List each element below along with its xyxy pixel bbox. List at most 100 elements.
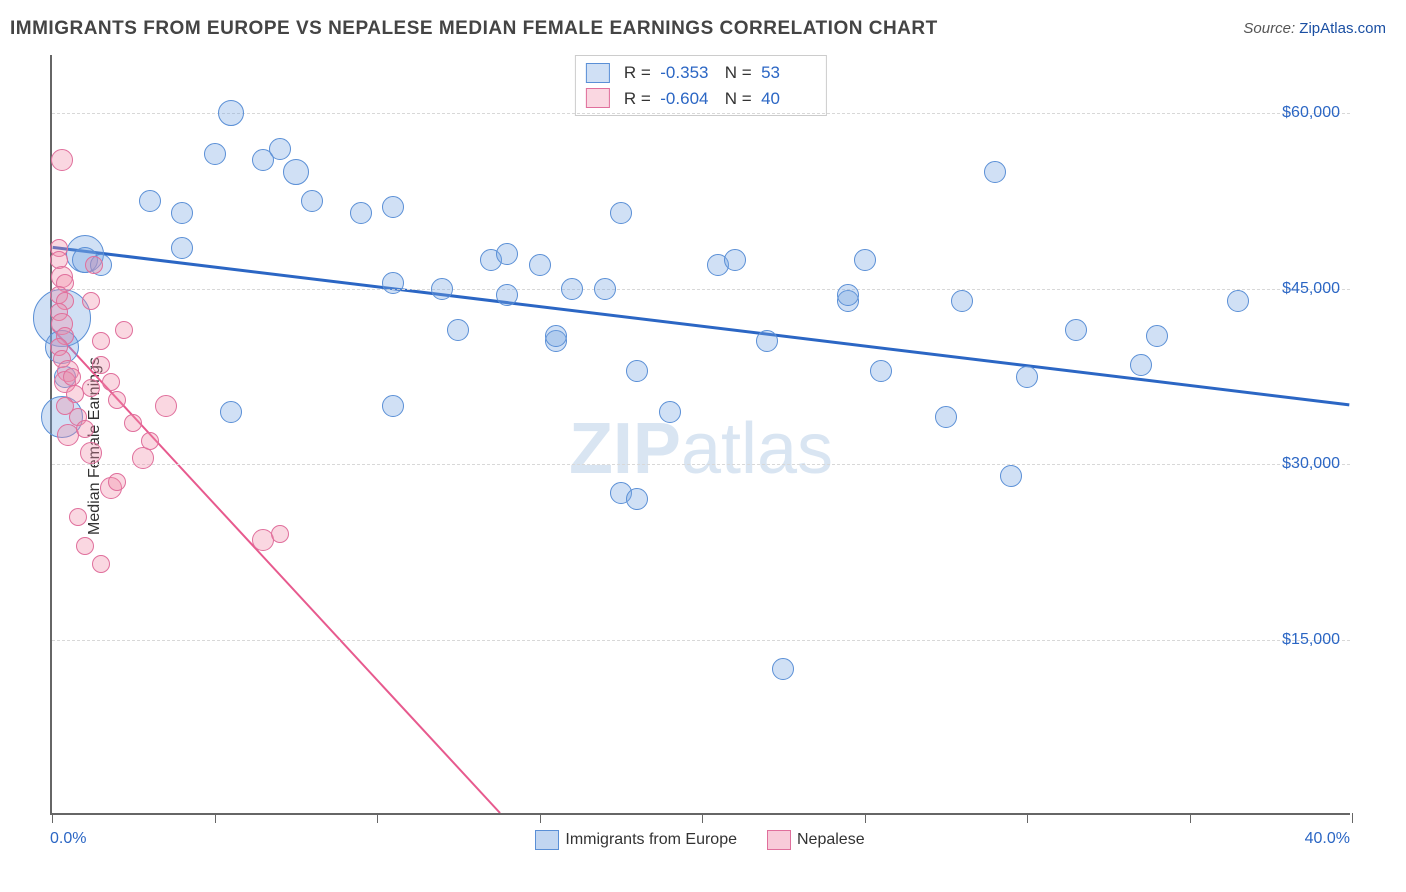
x-tick [702, 813, 703, 823]
gridline [52, 640, 1350, 641]
data-point [431, 278, 453, 300]
data-point [141, 432, 159, 450]
stats-row: R = -0.353 N = 53 [586, 60, 816, 86]
y-tick-label: $45,000 [1282, 280, 1340, 298]
bottom-legend: Immigrants from Europe Nepalese [50, 830, 1350, 850]
data-point [269, 138, 291, 160]
x-tick [1352, 813, 1353, 823]
data-point [951, 290, 973, 312]
data-point [92, 332, 110, 350]
data-point [382, 196, 404, 218]
data-point [626, 360, 648, 382]
data-point [382, 272, 404, 294]
data-point [171, 202, 193, 224]
data-point [108, 473, 126, 491]
data-point [496, 284, 518, 306]
data-point [92, 356, 110, 374]
data-point [218, 100, 244, 126]
data-point [171, 237, 193, 259]
data-point [594, 278, 616, 300]
data-point [139, 190, 161, 212]
x-tick [865, 813, 866, 823]
y-tick-label: $30,000 [1282, 455, 1340, 473]
data-point [870, 360, 892, 382]
data-point [80, 442, 102, 464]
plot-area: ZIPatlas R = -0.353 N = 53R = -0.604 N =… [50, 55, 1350, 815]
gridline [52, 113, 1350, 114]
data-point [283, 159, 309, 185]
data-point [63, 368, 81, 386]
chart-container: IMMIGRANTS FROM EUROPE VS NEPALESE MEDIA… [0, 0, 1406, 892]
y-tick-label: $60,000 [1282, 104, 1340, 122]
data-point [102, 373, 120, 391]
data-point [854, 249, 876, 271]
chart-title: IMMIGRANTS FROM EUROPE VS NEPALESE MEDIA… [10, 18, 938, 40]
data-point [1000, 465, 1022, 487]
data-point [301, 190, 323, 212]
source-value: ZipAtlas.com [1299, 20, 1386, 37]
legend-swatch [535, 830, 559, 850]
data-point [85, 256, 103, 274]
legend-swatch [767, 830, 791, 850]
data-point [82, 292, 100, 310]
legend-label: Nepalese [797, 831, 865, 848]
gridline [52, 289, 1350, 290]
data-point [496, 243, 518, 265]
data-point [82, 379, 100, 397]
y-tick-label: $15,000 [1282, 631, 1340, 649]
x-tick [377, 813, 378, 823]
data-point [271, 525, 289, 543]
x-tick [1027, 813, 1028, 823]
x-tick [1190, 813, 1191, 823]
data-point [76, 537, 94, 555]
data-point [545, 325, 567, 347]
data-point [382, 395, 404, 417]
legend-label: Immigrants from Europe [565, 831, 737, 848]
trend-line-extrapolated [299, 595, 702, 813]
data-point [1146, 325, 1168, 347]
data-point [1130, 354, 1152, 376]
x-tick [215, 813, 216, 823]
correlation-stats-box: R = -0.353 N = 53R = -0.604 N = 40 [575, 55, 827, 116]
data-point [69, 508, 87, 526]
data-point [51, 149, 73, 171]
data-point [1016, 366, 1038, 388]
data-point [837, 284, 859, 306]
data-point [626, 488, 648, 510]
stats-text: R = -0.604 N = 40 [624, 86, 816, 112]
data-point [124, 414, 142, 432]
source-label: Source: [1243, 20, 1295, 37]
data-point [561, 278, 583, 300]
series-swatch [586, 63, 610, 83]
source-attribution: Source: ZipAtlas.com [1243, 20, 1386, 37]
data-point [724, 249, 746, 271]
data-point [529, 254, 551, 276]
data-point [92, 555, 110, 573]
data-point [115, 321, 133, 339]
series-swatch [586, 88, 610, 108]
data-point [772, 658, 794, 680]
data-point [204, 143, 226, 165]
data-point [220, 401, 242, 423]
data-point [447, 319, 469, 341]
watermark: ZIPatlas [569, 408, 833, 490]
data-point [756, 330, 778, 352]
x-tick [540, 813, 541, 823]
stats-text: R = -0.353 N = 53 [624, 60, 816, 86]
data-point [984, 161, 1006, 183]
trendlines-svg [52, 55, 1350, 813]
legend-item: Nepalese [767, 830, 865, 850]
data-point [350, 202, 372, 224]
gridline [52, 464, 1350, 465]
data-point [659, 401, 681, 423]
data-point [935, 406, 957, 428]
data-point [1227, 290, 1249, 312]
data-point [132, 447, 154, 469]
data-point [76, 420, 94, 438]
data-point [155, 395, 177, 417]
stats-row: R = -0.604 N = 40 [586, 86, 816, 112]
legend-item: Immigrants from Europe [535, 830, 737, 850]
data-point [108, 391, 126, 409]
data-point [610, 202, 632, 224]
data-point [1065, 319, 1087, 341]
